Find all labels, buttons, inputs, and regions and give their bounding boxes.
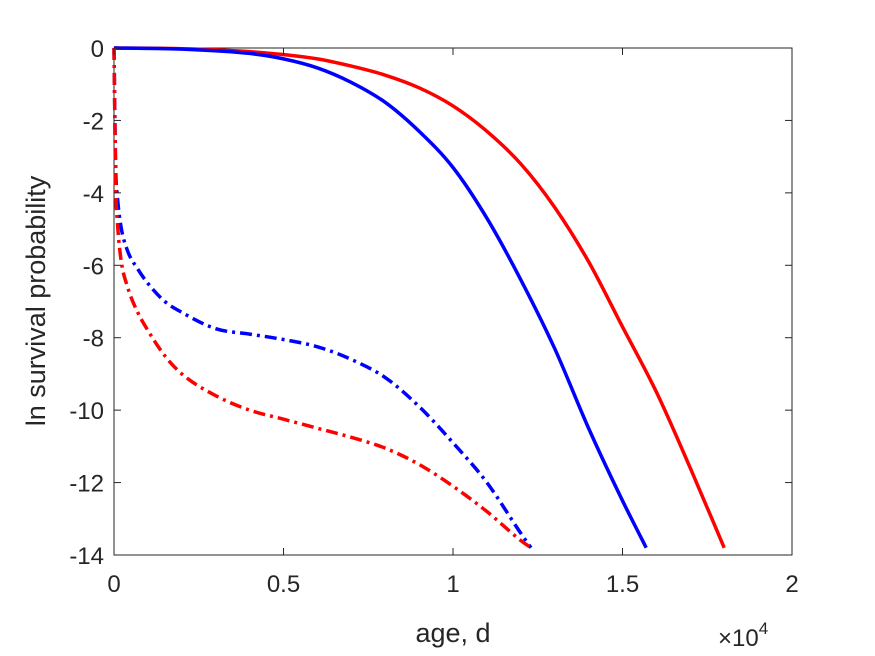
y-tick-label: -2 <box>83 108 104 135</box>
y-tick-label: -6 <box>83 253 104 280</box>
y-tick-label: -8 <box>83 326 104 353</box>
series-line-3 <box>112 47 533 549</box>
y-tick-label: -4 <box>83 181 104 208</box>
x-ticks: 0 0.5 1 1.5 2 <box>107 48 799 598</box>
y-ticks: 0 -2 -4 -6 -8 -10 -12 -14 <box>69 36 792 570</box>
y-tick-label: -14 <box>69 543 104 570</box>
y-tick-label: -12 <box>69 471 104 498</box>
y-tick-label: -10 <box>69 398 104 425</box>
x-tick-label: 1 <box>446 571 459 598</box>
series-line-4 <box>112 47 532 550</box>
x-tick-label: 2 <box>785 571 798 598</box>
series-layer <box>112 46 726 550</box>
x-tick-label: 1.5 <box>606 571 639 598</box>
series-line-1 <box>113 46 726 549</box>
x-tick-label: 0 <box>107 571 120 598</box>
series-line-2 <box>113 46 648 549</box>
plot-area <box>113 47 793 556</box>
x-axis-multiplier-exp: 4 <box>759 619 768 638</box>
x-tick-label: 0.5 <box>267 571 300 598</box>
y-tick-label: 0 <box>91 36 104 63</box>
x-axis-multiplier-base: ×10 <box>718 625 759 652</box>
x-axis-multiplier: ×104 <box>718 619 768 652</box>
y-axis-label: ln survival probability <box>21 175 51 426</box>
x-axis-label: age, d <box>415 618 490 648</box>
